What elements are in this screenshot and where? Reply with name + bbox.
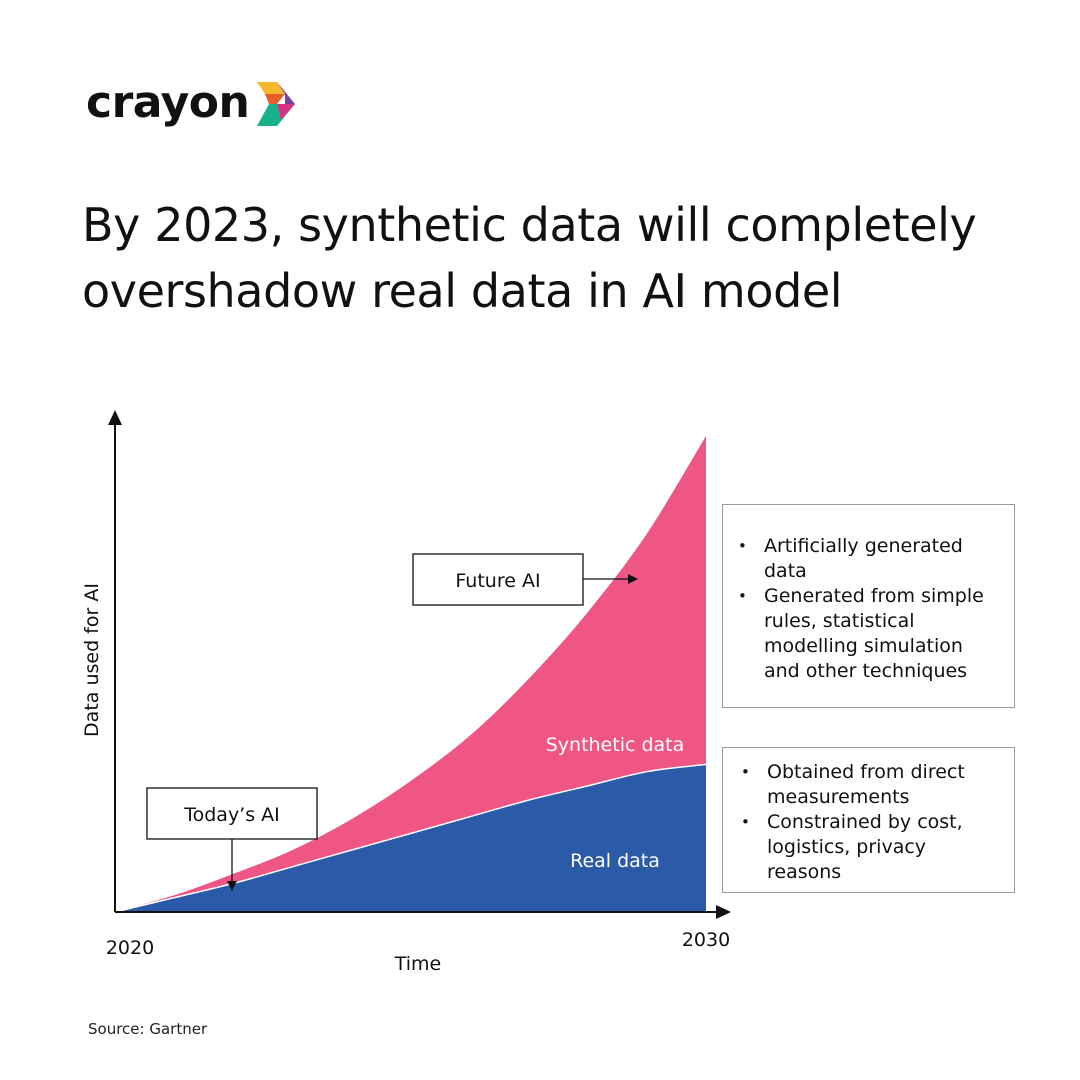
x-axis-arrow-icon <box>716 905 731 919</box>
x-start-label: 2020 <box>106 937 154 959</box>
list-item: Constrained by cost, logistics, privacy … <box>729 810 1004 885</box>
crayon-logo: crayon <box>86 78 299 128</box>
x-end-label: 2030 <box>682 929 730 951</box>
todays-ai-label: Today’s AI <box>183 804 280 826</box>
x-axis-label: Time <box>394 953 442 975</box>
future-ai-label: Future AI <box>455 570 540 592</box>
y-axis-label: Data used for AI <box>81 583 103 737</box>
logo-arrow-icon <box>257 82 296 126</box>
y-axis-arrow-icon <box>108 410 122 425</box>
list-item: Artificially generated data <box>726 534 1004 584</box>
real-data-area <box>115 764 706 912</box>
list-item: Obtained from direct measurements <box>729 760 1004 810</box>
page-title: By 2023, synthetic data will completely … <box>82 198 977 318</box>
series-boundary-line <box>114 763 707 913</box>
real-data-info-box: Obtained from direct measurements Constr… <box>722 747 1015 893</box>
logo-wordmark: crayon <box>86 77 250 128</box>
source-note: Source: Gartner <box>88 1020 208 1038</box>
synthetic-data-label: Synthetic data <box>546 734 685 756</box>
todays-ai-callout: Today’s AI <box>146 787 318 891</box>
future-ai-callout: Future AI <box>412 553 638 606</box>
list-item: Generated from simple rules, statistical… <box>726 584 1004 684</box>
real-data-label: Real data <box>570 850 660 872</box>
synthetic-data-info-box: Artificially generated data Generated fr… <box>722 504 1015 708</box>
